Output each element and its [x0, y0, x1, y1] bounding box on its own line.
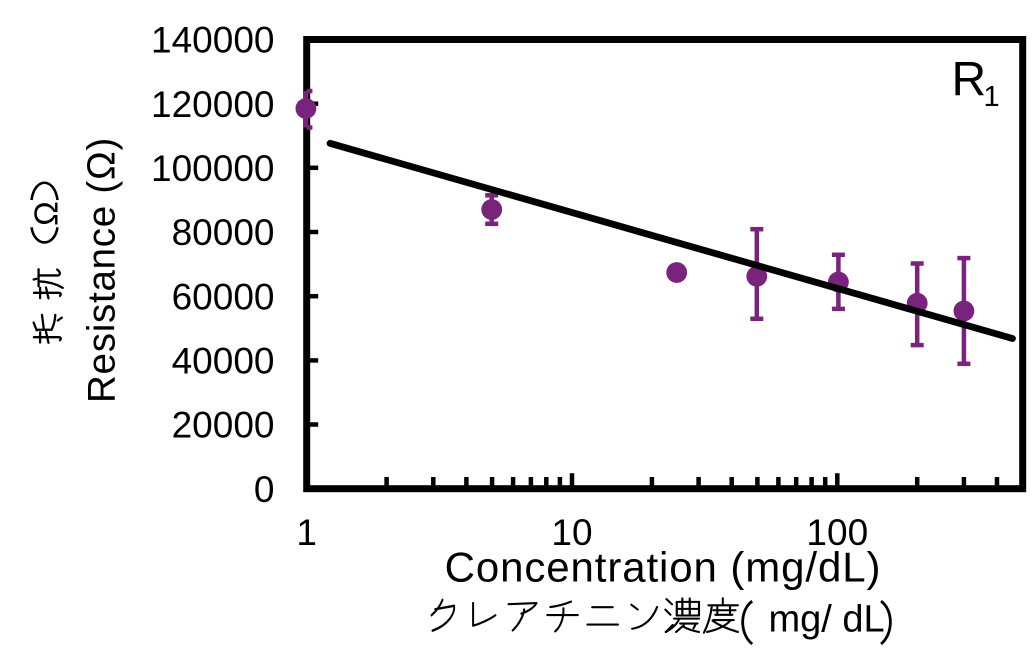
- svg-text:1: 1: [984, 81, 1000, 113]
- svg-text:mg/ dL: mg/ dL: [769, 599, 885, 641]
- svg-text:80000: 80000: [172, 212, 275, 253]
- svg-text:100: 100: [806, 512, 868, 553]
- svg-text:40000: 40000: [172, 341, 275, 382]
- svg-text:Ω: Ω: [28, 201, 65, 226]
- svg-text:0: 0: [254, 469, 275, 510]
- svg-text:100000: 100000: [151, 148, 274, 189]
- svg-text:Concentration (mg/dL): Concentration (mg/dL): [445, 544, 882, 591]
- svg-text:1: 1: [296, 512, 317, 553]
- svg-text:60000: 60000: [172, 276, 275, 317]
- svg-text:140000: 140000: [151, 20, 274, 61]
- svg-text:120000: 120000: [151, 84, 274, 125]
- svg-text:20000: 20000: [172, 405, 275, 446]
- svg-text:10: 10: [551, 512, 592, 553]
- svg-text:R: R: [952, 54, 987, 107]
- svg-text:Resistance (Ω): Resistance (Ω): [81, 137, 124, 403]
